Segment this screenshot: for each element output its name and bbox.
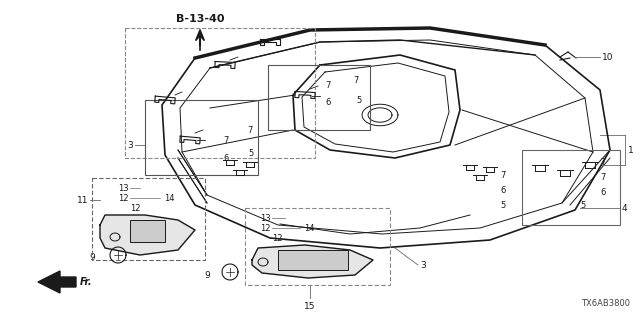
Text: 12: 12 — [260, 223, 271, 233]
Bar — [92, 178, 205, 260]
Text: 10: 10 — [602, 52, 614, 61]
Bar — [125, 28, 315, 158]
Text: 7: 7 — [325, 81, 330, 90]
Bar — [268, 65, 370, 130]
Text: TX6AB3800: TX6AB3800 — [581, 299, 630, 308]
Text: 5: 5 — [248, 148, 253, 157]
Text: 14: 14 — [164, 194, 175, 203]
Text: 13: 13 — [260, 213, 271, 222]
Text: 14: 14 — [304, 223, 314, 233]
Text: 9: 9 — [204, 270, 210, 279]
Bar — [145, 100, 258, 175]
Bar — [245, 208, 390, 285]
Text: 7: 7 — [500, 171, 506, 180]
Text: 6: 6 — [600, 188, 605, 196]
Text: 7: 7 — [600, 172, 605, 181]
Text: 9: 9 — [89, 253, 95, 262]
Bar — [522, 150, 620, 225]
Text: 4: 4 — [622, 204, 628, 212]
Text: 3: 3 — [127, 140, 133, 149]
Text: 1: 1 — [628, 146, 634, 155]
Text: 5: 5 — [580, 201, 585, 210]
Text: 5: 5 — [356, 95, 361, 105]
Text: 7: 7 — [353, 76, 358, 84]
Text: 6: 6 — [325, 98, 330, 107]
Text: 7: 7 — [223, 135, 228, 145]
Text: 12: 12 — [130, 204, 141, 212]
Polygon shape — [252, 245, 373, 278]
Polygon shape — [100, 215, 195, 255]
Text: 6: 6 — [500, 186, 506, 195]
Text: 15: 15 — [304, 302, 316, 311]
Bar — [130, 220, 165, 242]
Text: 3: 3 — [420, 260, 426, 269]
Bar — [278, 250, 348, 270]
Text: 11: 11 — [77, 196, 88, 204]
Text: 5: 5 — [500, 201, 505, 210]
Polygon shape — [38, 271, 76, 293]
Text: 6: 6 — [223, 154, 228, 163]
Text: 12: 12 — [272, 234, 282, 243]
Text: 7: 7 — [247, 125, 252, 134]
Text: 7: 7 — [600, 157, 605, 166]
Text: B-13-40: B-13-40 — [176, 14, 224, 24]
Text: 13: 13 — [118, 183, 129, 193]
Text: 12: 12 — [118, 194, 129, 203]
Text: Fr.: Fr. — [80, 277, 93, 287]
